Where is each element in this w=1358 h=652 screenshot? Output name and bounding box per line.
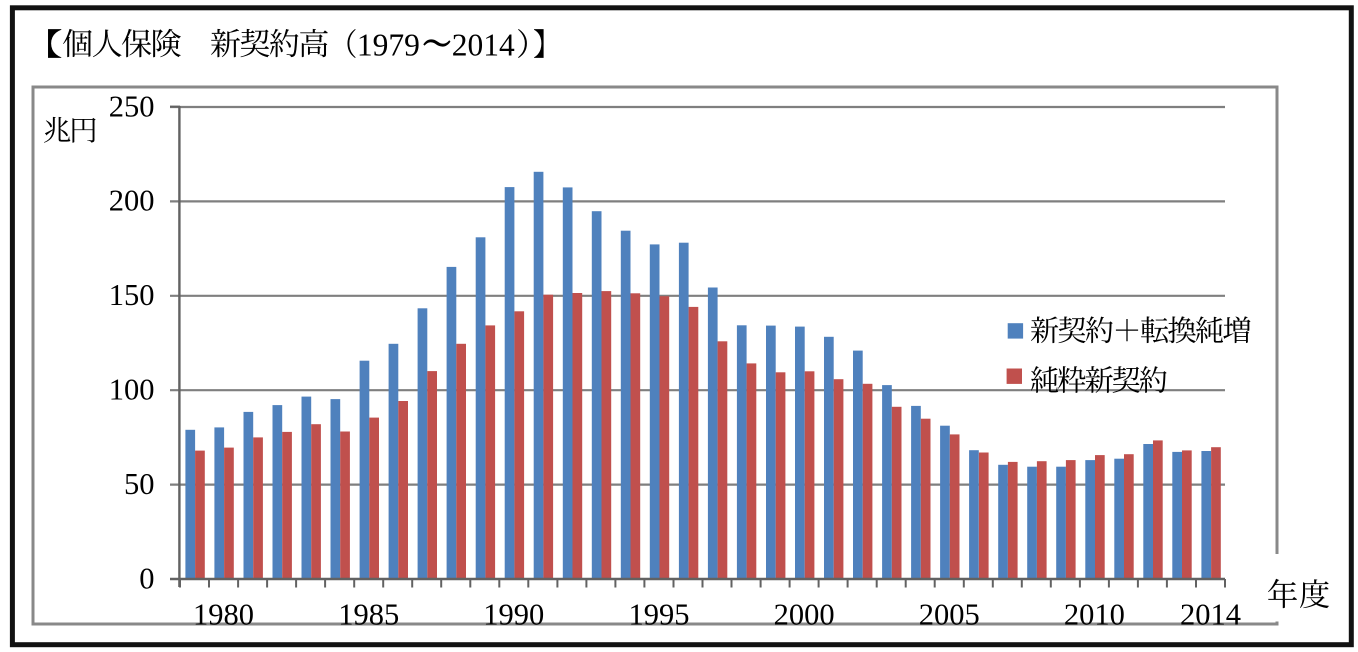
svg-text:2000: 2000: [774, 598, 835, 632]
svg-text:0: 0: [139, 561, 154, 595]
svg-text:50: 50: [124, 467, 155, 501]
svg-text:2010: 2010: [1064, 598, 1125, 632]
svg-text:100: 100: [109, 373, 155, 407]
svg-text:150: 150: [109, 278, 155, 312]
svg-text:1990: 1990: [483, 598, 544, 632]
svg-text:200: 200: [109, 184, 155, 218]
svg-text:2005: 2005: [919, 598, 980, 632]
svg-text:2014: 2014: [1180, 598, 1241, 632]
svg-text:2014: 2014: [452, 28, 515, 63]
svg-text:1979: 1979: [357, 28, 420, 63]
svg-text:1985: 1985: [338, 598, 399, 632]
svg-text:250: 250: [109, 89, 155, 123]
svg-text:1980: 1980: [193, 598, 254, 632]
svg-text:1995: 1995: [629, 598, 690, 632]
